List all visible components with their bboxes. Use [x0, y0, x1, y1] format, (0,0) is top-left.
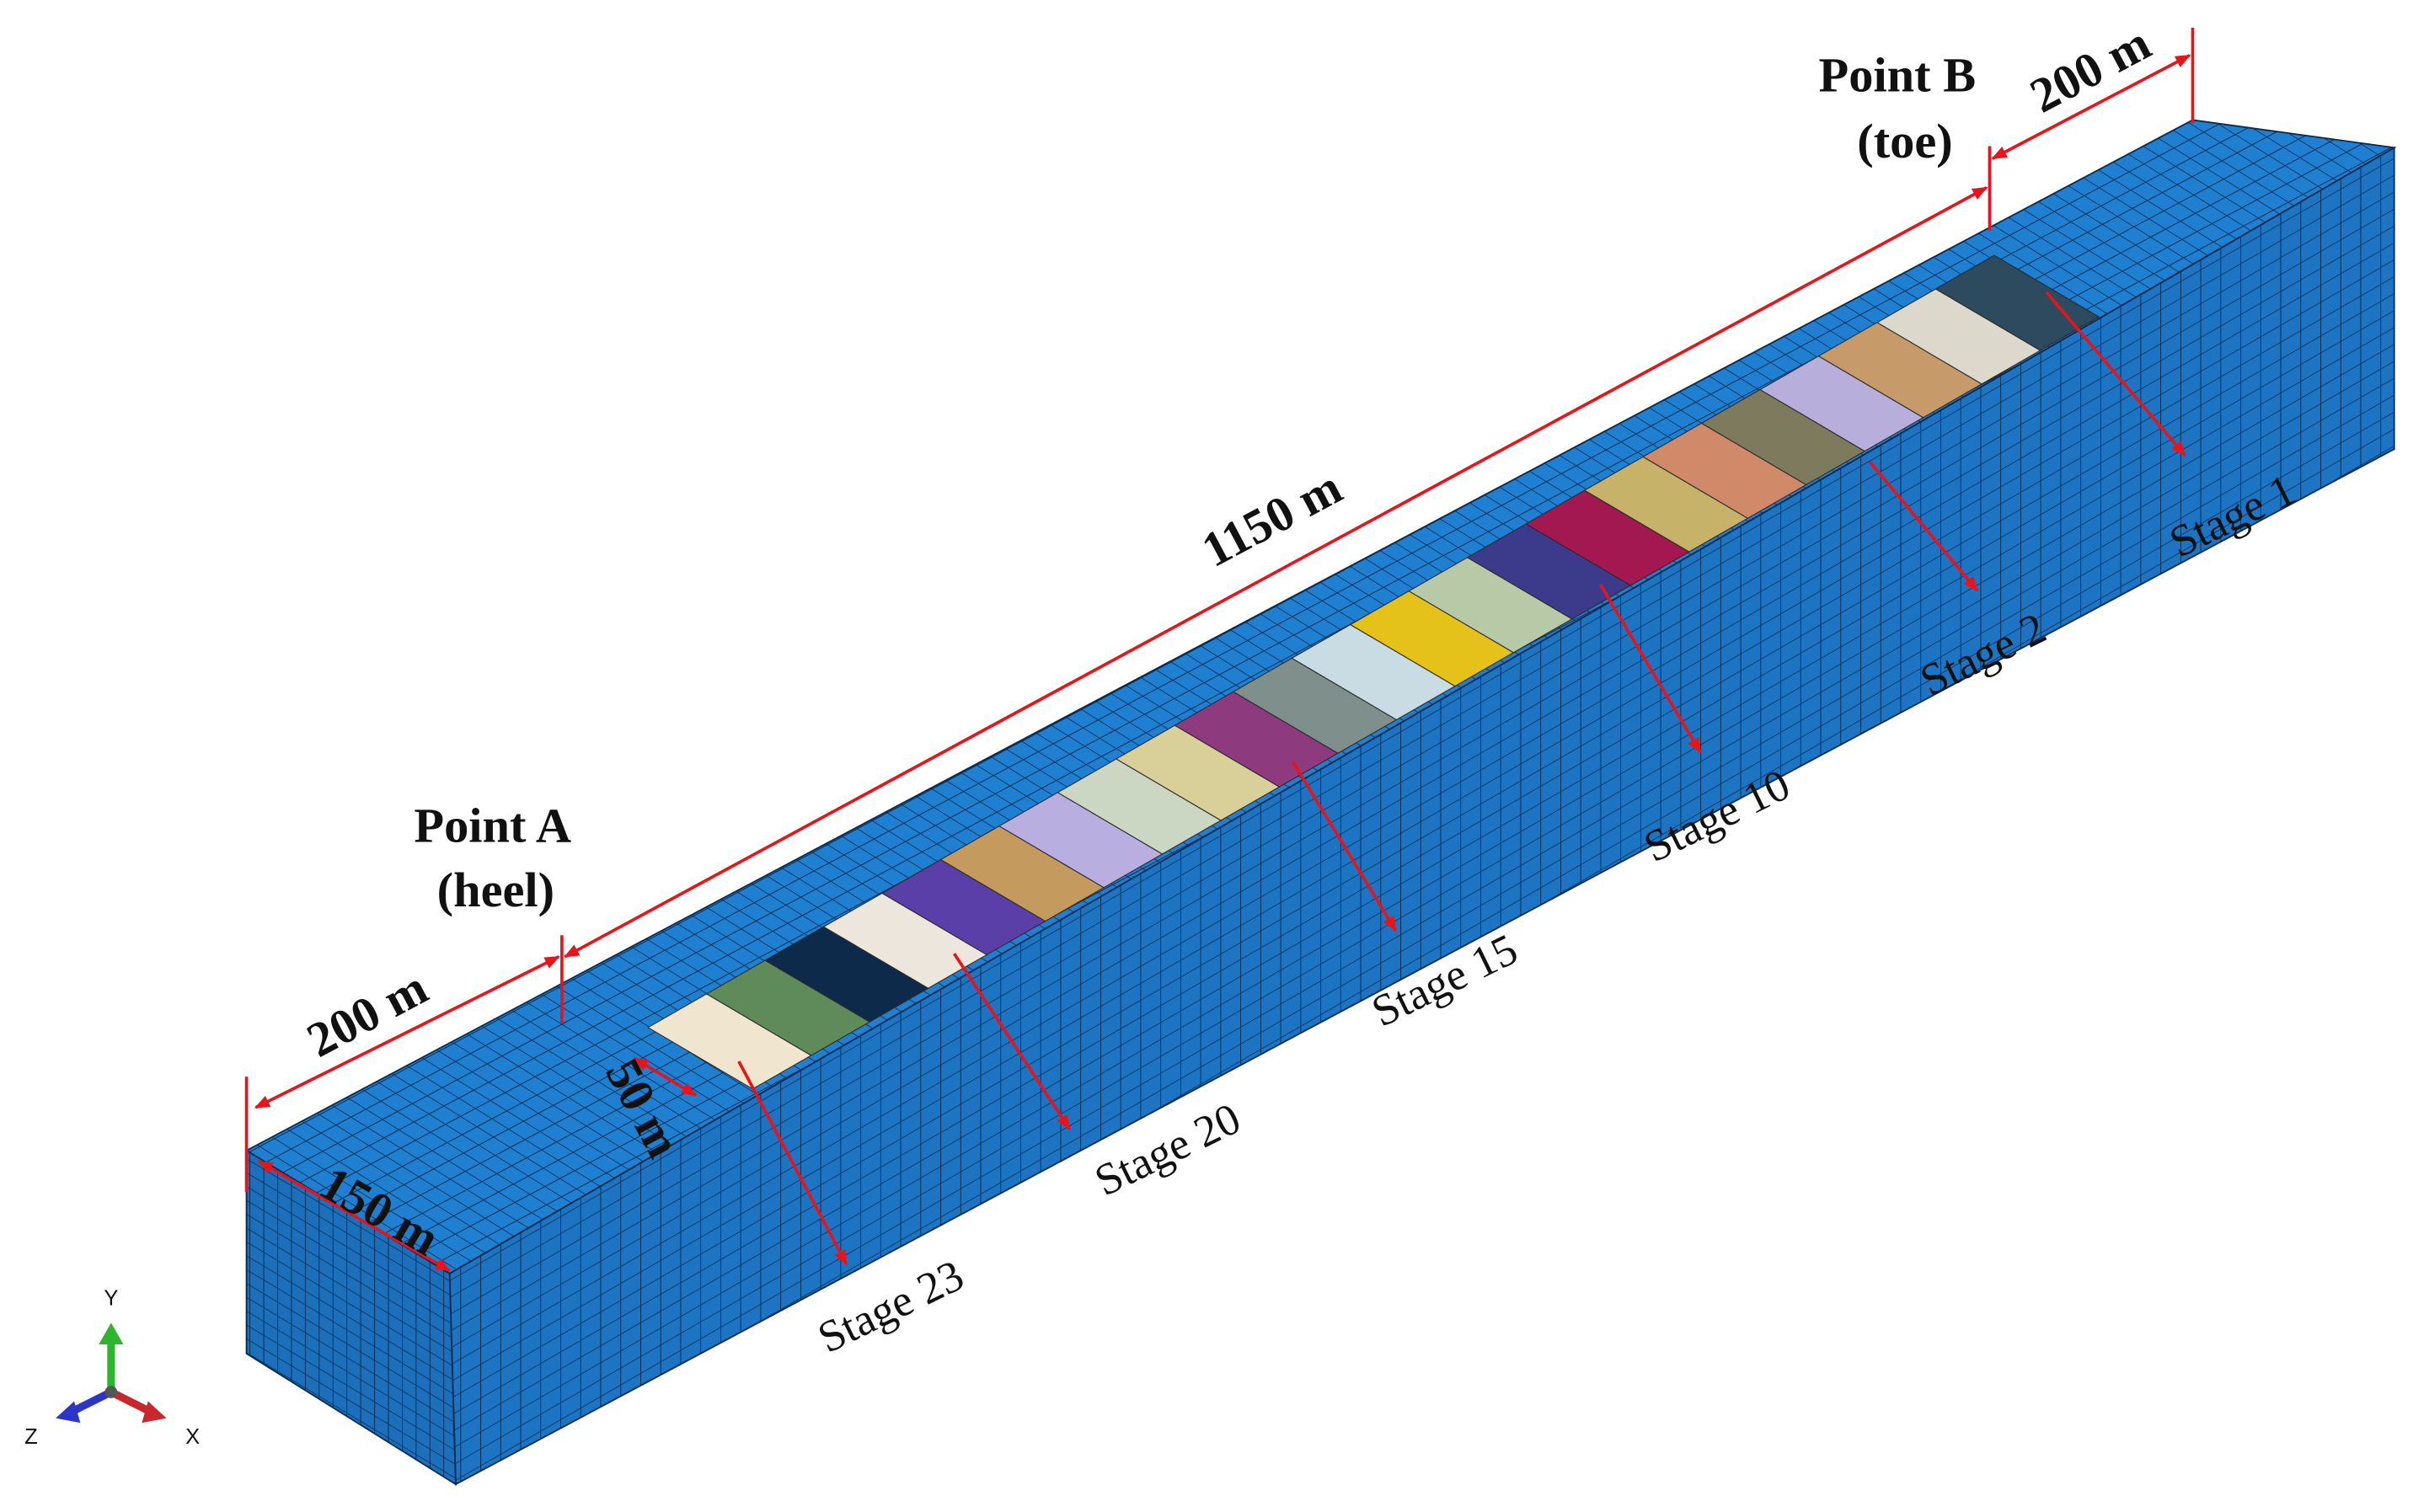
point-note: (heel) — [437, 863, 555, 917]
side-face — [448, 146, 2395, 1486]
axis-label: Y — [104, 1287, 118, 1311]
dimension-label: 1150 m — [1193, 459, 1351, 577]
stage-leaders — [737, 291, 2186, 1266]
axis-label: X — [185, 1425, 200, 1449]
dimension-lines — [244, 27, 2195, 1272]
point-label: Point B — [1819, 47, 1977, 102]
point-note: (toe) — [1857, 114, 1953, 168]
axis-triad — [56, 1322, 167, 1424]
axis-label: Z — [24, 1425, 38, 1449]
point-label: Point A — [414, 798, 571, 852]
